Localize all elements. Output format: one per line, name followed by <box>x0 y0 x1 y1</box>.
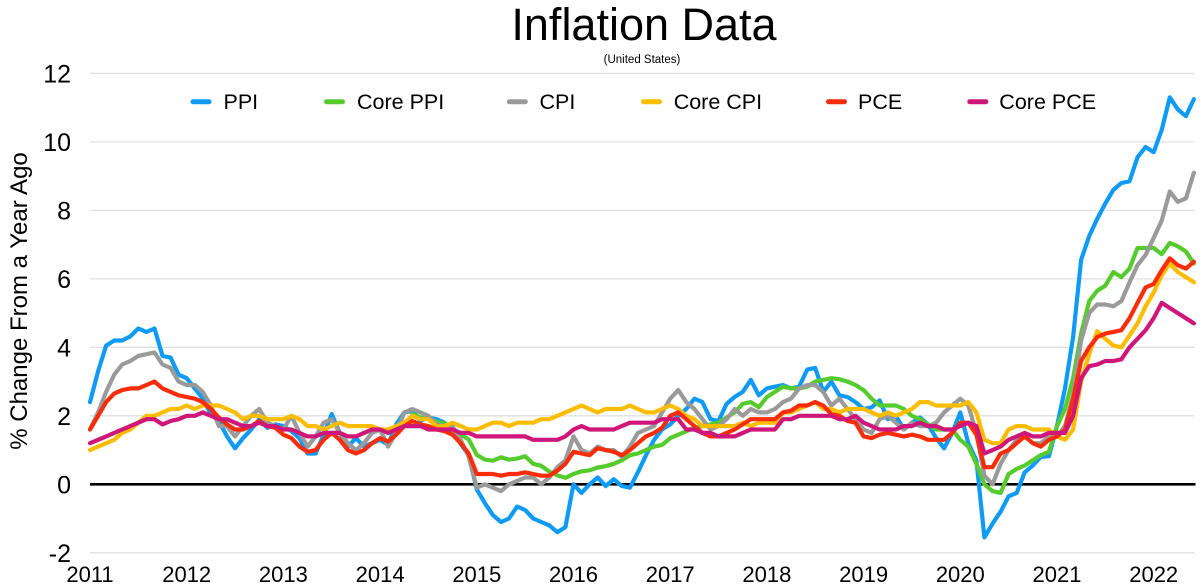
svg-text:2021: 2021 <box>1033 562 1082 587</box>
svg-text:2016: 2016 <box>549 562 598 587</box>
svg-text:PCE: PCE <box>858 90 902 114</box>
svg-text:2011: 2011 <box>66 562 113 587</box>
svg-text:2015: 2015 <box>452 562 501 587</box>
svg-text:-2: -2 <box>49 540 71 568</box>
svg-text:Core CPI: Core CPI <box>674 90 762 114</box>
svg-text:2013: 2013 <box>259 562 308 587</box>
svg-text:2020: 2020 <box>936 562 985 587</box>
svg-text:% Change From a Year Ago: % Change From a Year Ago <box>6 152 33 450</box>
svg-text:8: 8 <box>57 198 71 226</box>
svg-text:PPI: PPI <box>224 90 259 114</box>
svg-text:2019: 2019 <box>839 562 888 587</box>
svg-text:2022: 2022 <box>1129 562 1178 587</box>
svg-text:2012: 2012 <box>162 562 211 587</box>
svg-text:2: 2 <box>57 403 71 431</box>
svg-text:10: 10 <box>43 129 71 157</box>
svg-text:0: 0 <box>57 472 71 500</box>
svg-text:2014: 2014 <box>356 562 405 587</box>
svg-text:Core PCE: Core PCE <box>999 90 1096 114</box>
svg-text:2017: 2017 <box>646 562 695 587</box>
svg-text:2018: 2018 <box>742 562 791 587</box>
svg-text:Inflation Data: Inflation Data <box>511 0 777 50</box>
svg-text:4: 4 <box>57 335 71 363</box>
svg-text:Core PPI: Core PPI <box>357 90 444 114</box>
svg-text:CPI: CPI <box>540 90 576 114</box>
svg-text:6: 6 <box>57 266 71 294</box>
svg-text:(United States): (United States) <box>604 54 681 66</box>
svg-text:12: 12 <box>43 61 71 89</box>
